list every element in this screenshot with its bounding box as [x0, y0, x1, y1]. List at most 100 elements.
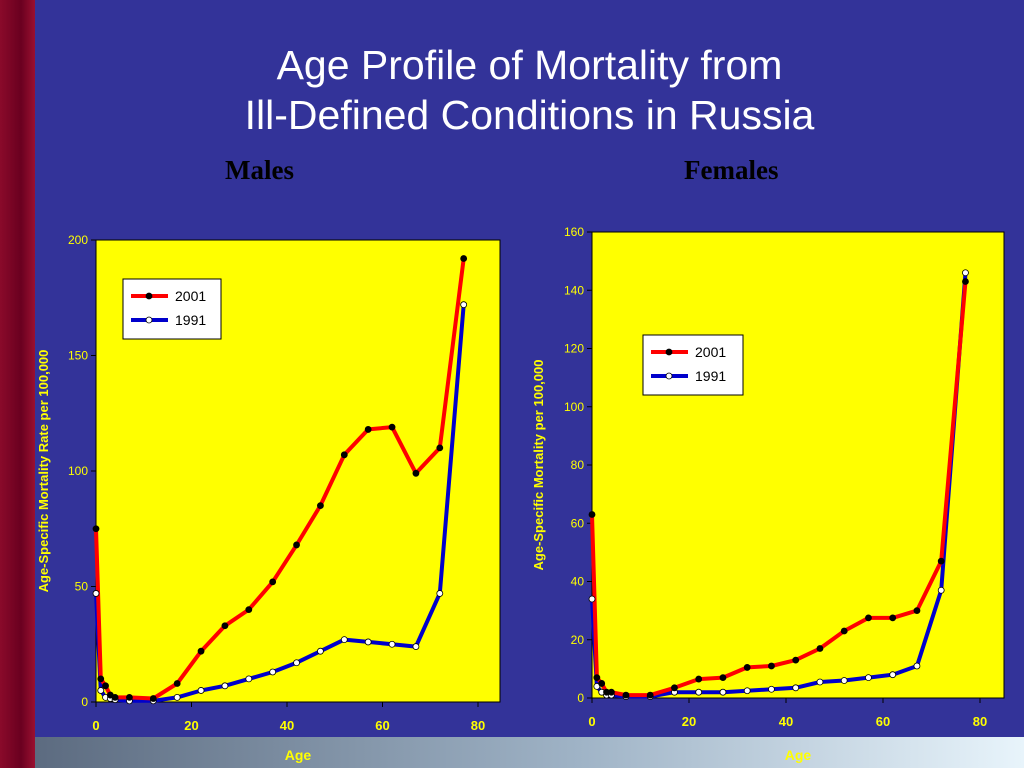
- males-series-1991-point: [317, 647, 324, 655]
- males-legend-marker-1991: [145, 316, 153, 324]
- males-series-1991-point: [92, 590, 100, 597]
- males-series-1991-point: [173, 693, 181, 701]
- males-series-2001-point: [197, 647, 205, 655]
- males-series-2001-point: [388, 423, 396, 431]
- males-series-2001-point: [269, 578, 277, 586]
- females-series-2001-point: [937, 557, 945, 565]
- females-series-1991-point: [593, 682, 601, 690]
- females-y-tick-label: 60: [571, 516, 585, 530]
- females-y-tick-label: 0: [577, 691, 584, 705]
- males-series-1991-point: [97, 687, 105, 694]
- females-series-2001-point: [646, 691, 654, 699]
- males-series-2001-point: [102, 682, 109, 690]
- females-series-1991-point: [768, 685, 775, 693]
- males-legend-label-1991: 1991: [175, 312, 206, 328]
- males-series-2001-point: [436, 444, 444, 452]
- males-series-2001-point: [173, 680, 181, 687]
- males-series-1991-point: [197, 687, 205, 694]
- males-series-2001-point: [149, 695, 157, 702]
- females-x-axis-label: Age: [785, 747, 812, 763]
- males-x-tick-label: 40: [280, 718, 294, 733]
- males-series-2001-point: [126, 693, 133, 701]
- males-x-tick-label: 80: [471, 718, 485, 733]
- females-y-tick-label: 140: [564, 283, 584, 297]
- males-legend-marker-2001: [145, 292, 153, 300]
- females-legend-box: [642, 334, 744, 396]
- females-series-1991-point: [889, 671, 897, 679]
- females-series-2001-point: [622, 691, 630, 699]
- males-series-1991-point: [340, 636, 348, 644]
- females-series-2001-point: [588, 511, 596, 518]
- females-series-1991-point: [743, 687, 751, 695]
- males-y-tick-label: 150: [68, 349, 88, 363]
- males-series-2001-point: [412, 469, 420, 477]
- females-x-tick-label: 0: [588, 714, 595, 729]
- females-series-2001-point: [865, 614, 872, 622]
- females-series-2001-point: [598, 680, 606, 687]
- females-plot-area: [591, 231, 1005, 699]
- females-series-2001-point: [719, 674, 727, 682]
- females-series-2001-point: [792, 656, 800, 664]
- males-legend-label-2001: 2001: [175, 288, 206, 304]
- males-series-1991-point: [293, 659, 300, 667]
- males-series-1991-point: [269, 668, 277, 676]
- females-series-2001-point: [608, 688, 615, 696]
- females-series-2001-point: [840, 627, 848, 635]
- males-y-tick-label: 0: [81, 695, 88, 709]
- left-decorative-band: [0, 0, 35, 768]
- females-series-1991-point: [792, 684, 800, 692]
- females-series-1991-point: [937, 586, 945, 594]
- females-series-1991-point: [962, 269, 969, 277]
- females-series-1991-point: [840, 677, 848, 684]
- bottom-decorative-band: [35, 737, 1024, 768]
- females-series-2001-point: [889, 614, 897, 622]
- males-series-2001-point: [460, 255, 468, 262]
- females-chart: 0 20 40 60 80 100 120 140 160 0 20 40 60 80 Age-Specif…: [531, 225, 1005, 763]
- males-x-axis-label: Age: [285, 747, 312, 763]
- males-x-tick-label: 0: [92, 718, 99, 733]
- females-y-tick-label: 120: [564, 342, 584, 356]
- females-series-1991-point: [865, 674, 872, 682]
- females-legend-marker-1991: [665, 372, 673, 380]
- females-legend-label-1991: 1991: [695, 368, 726, 384]
- males-y-tick-label: 50: [75, 580, 89, 594]
- females-panel-title: Females: [684, 155, 779, 185]
- females-y-axis-label: Age-Specific Mortality per 100,000: [531, 360, 546, 571]
- females-y-tick-label: 160: [564, 225, 584, 239]
- females-series-1991-point: [695, 688, 703, 696]
- males-y-tick-label: 100: [68, 464, 88, 478]
- males-series-2001-point: [293, 541, 300, 549]
- males-series-1991-point: [388, 640, 396, 648]
- females-y-tick-label: 80: [571, 458, 585, 472]
- males-chart: 0 50 100 150 200 0 20 40 60 80 Age-Specific Mortal…: [36, 233, 501, 763]
- females-legend-marker-2001: [665, 348, 673, 356]
- males-series-1991-point: [221, 682, 229, 690]
- males-series-2001-point: [364, 426, 372, 433]
- females-x-tick-label: 60: [876, 714, 890, 729]
- females-series-2001-point: [695, 675, 703, 683]
- females-legend: 2001 1991: [642, 334, 744, 396]
- females-y-tick-label: 100: [564, 400, 584, 414]
- females-x-tick-label: 40: [779, 714, 793, 729]
- males-x-tick-label: 60: [375, 718, 389, 733]
- males-series-1991-point: [412, 643, 420, 650]
- females-series-2001-point: [816, 645, 824, 652]
- females-series-2001-point: [743, 664, 751, 671]
- females-series-2001-point: [962, 278, 969, 285]
- females-series-1991-point: [719, 688, 727, 696]
- females-series-2001-point: [913, 607, 921, 615]
- males-series-2001-point: [111, 693, 119, 701]
- males-series-1991-point: [364, 638, 372, 646]
- title-line-1: Age Profile of Mortality from: [276, 42, 783, 88]
- males-legend: 2001 1991: [122, 278, 222, 340]
- slide-title: Age Profile of Mortality from Ill-Define…: [35, 40, 1024, 140]
- females-series-1991-point: [913, 662, 921, 670]
- males-series-2001-point: [221, 622, 229, 630]
- females-legend-label-2001: 2001: [695, 344, 726, 360]
- females-x-tick-label: 20: [682, 714, 696, 729]
- males-series-1991-point: [460, 301, 468, 309]
- males-series-1991-point: [436, 590, 444, 597]
- females-y-tick-label: 20: [571, 633, 585, 647]
- females-x-tick-label: 80: [973, 714, 987, 729]
- males-series-2001-point: [317, 502, 324, 510]
